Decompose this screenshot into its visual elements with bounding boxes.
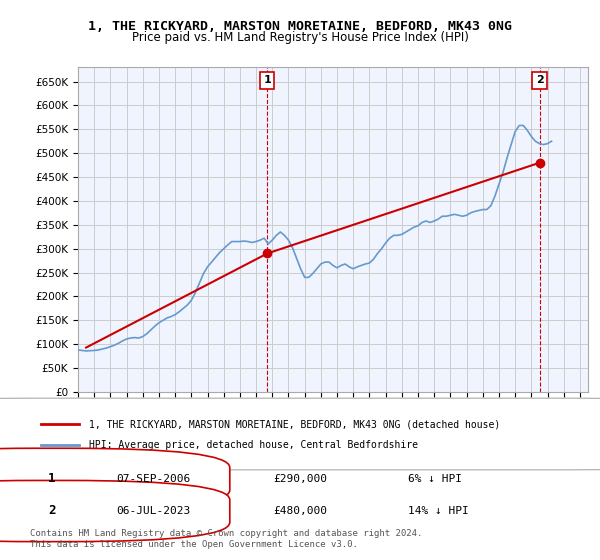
Text: Price paid vs. HM Land Registry's House Price Index (HPI): Price paid vs. HM Land Registry's House … <box>131 31 469 44</box>
FancyBboxPatch shape <box>0 398 600 470</box>
FancyBboxPatch shape <box>0 480 230 542</box>
FancyBboxPatch shape <box>0 448 230 510</box>
Text: 07-SEP-2006: 07-SEP-2006 <box>116 474 191 483</box>
Text: 2: 2 <box>536 75 544 85</box>
Text: 6% ↓ HPI: 6% ↓ HPI <box>408 474 462 483</box>
Text: 1, THE RICKYARD, MARSTON MORETAINE, BEDFORD, MK43 0NG: 1, THE RICKYARD, MARSTON MORETAINE, BEDF… <box>88 20 512 32</box>
Text: 1, THE RICKYARD, MARSTON MORETAINE, BEDFORD, MK43 0NG (detached house): 1, THE RICKYARD, MARSTON MORETAINE, BEDF… <box>89 419 500 429</box>
Text: 14% ↓ HPI: 14% ↓ HPI <box>408 506 469 516</box>
Text: 1: 1 <box>263 75 271 85</box>
Text: HPI: Average price, detached house, Central Bedfordshire: HPI: Average price, detached house, Cent… <box>89 440 418 450</box>
Text: 2: 2 <box>48 504 55 517</box>
Text: 06-JUL-2023: 06-JUL-2023 <box>116 506 191 516</box>
Text: 1: 1 <box>48 472 55 485</box>
Text: Contains HM Land Registry data © Crown copyright and database right 2024.
This d: Contains HM Land Registry data © Crown c… <box>30 529 422 549</box>
Text: £290,000: £290,000 <box>273 474 327 483</box>
Text: £480,000: £480,000 <box>273 506 327 516</box>
